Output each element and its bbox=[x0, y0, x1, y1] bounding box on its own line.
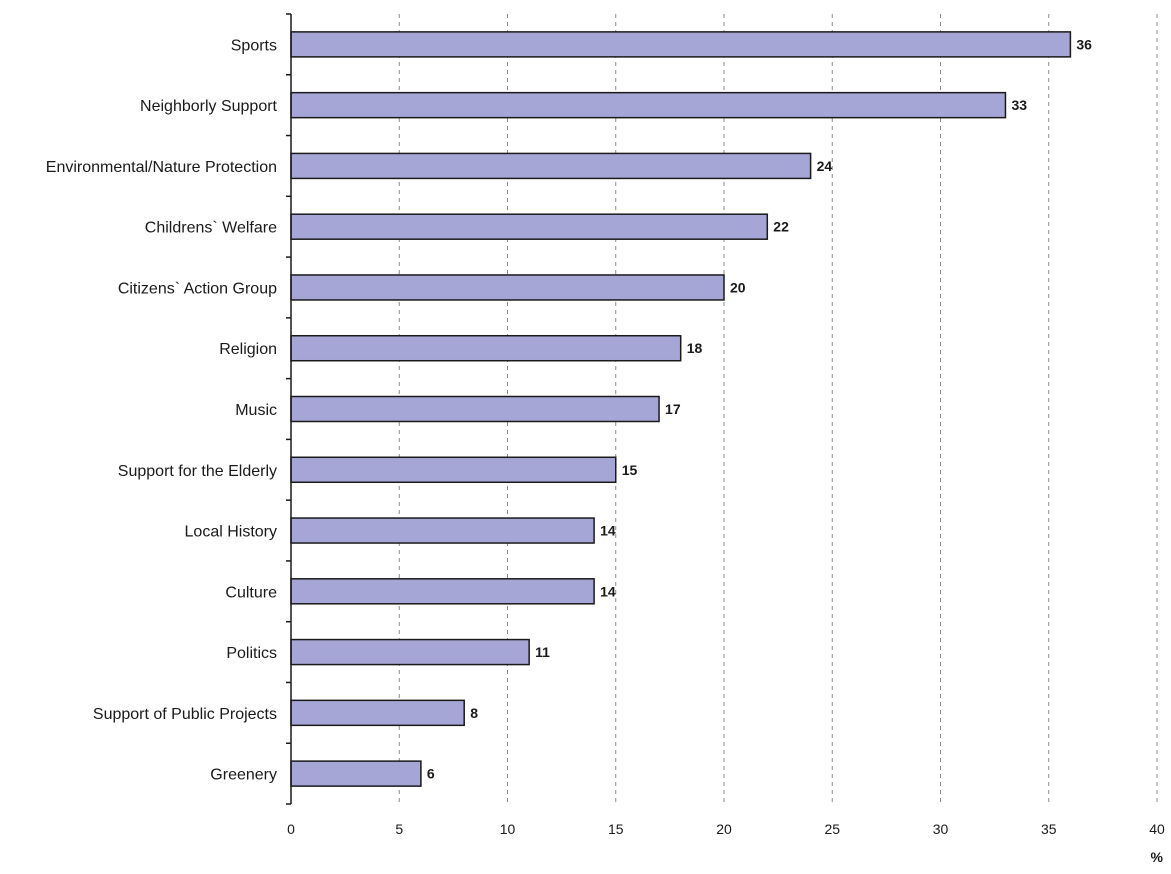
category-labels: Sports Neighborly Support Environmental/Na… bbox=[46, 37, 278, 783]
data-label-12: 6 bbox=[427, 766, 435, 782]
bar-6 bbox=[290, 395, 660, 423]
data-label-5: 18 bbox=[687, 340, 703, 356]
x-tick-label-10: 10 bbox=[500, 821, 516, 837]
category-label-6: Music bbox=[235, 402, 277, 419]
category-label-12: Greenery bbox=[210, 767, 277, 784]
category-label-9: Culture bbox=[225, 584, 277, 601]
category-label-8: Local History bbox=[185, 524, 277, 541]
bar-10 bbox=[290, 638, 530, 666]
bar-11 bbox=[290, 699, 465, 727]
bar-3 bbox=[290, 213, 769, 240]
data-label-1: 33 bbox=[1011, 97, 1027, 113]
axes: 0 5 10 15 20 25 30 35 40 bbox=[286, 13, 1165, 837]
bar-4 bbox=[290, 274, 725, 301]
bars bbox=[290, 31, 1072, 787]
data-label-3: 22 bbox=[773, 219, 789, 235]
x-tick-label-35: 35 bbox=[1041, 821, 1057, 837]
bar-2 bbox=[290, 152, 812, 180]
data-labels: 36 33 24 22 20 18 17 15 14 14 11 8 6 bbox=[427, 36, 1092, 781]
data-label-4: 20 bbox=[730, 279, 746, 295]
x-tick-label-30: 30 bbox=[933, 821, 949, 837]
bar-0 bbox=[290, 31, 1072, 58]
data-label-10: 11 bbox=[535, 644, 550, 660]
data-label-6: 17 bbox=[665, 401, 681, 417]
category-label-1: Neighborly Support bbox=[140, 98, 278, 115]
data-label-7: 15 bbox=[622, 462, 638, 478]
data-label-0: 36 bbox=[1076, 36, 1092, 52]
x-tick-label-5: 5 bbox=[395, 821, 403, 837]
category-label-11: Support of Public Projects bbox=[93, 706, 277, 723]
bar-5 bbox=[290, 334, 682, 362]
bar-8 bbox=[290, 517, 595, 544]
category-label-2: Environmental/Nature Protection bbox=[46, 159, 277, 176]
bar-1 bbox=[290, 91, 1007, 119]
category-label-0: Sports bbox=[231, 37, 277, 54]
x-axis-unit-label: % bbox=[1151, 849, 1164, 865]
x-tick-label-0: 0 bbox=[287, 821, 295, 837]
bar-7 bbox=[290, 456, 617, 484]
data-label-2: 24 bbox=[817, 158, 833, 174]
category-label-5: Religion bbox=[219, 341, 277, 358]
bar-12 bbox=[290, 760, 422, 787]
category-label-10: Politics bbox=[226, 645, 277, 662]
data-label-8: 14 bbox=[600, 523, 616, 539]
x-tick-label-25: 25 bbox=[824, 821, 840, 837]
category-label-7: Support for the Elderly bbox=[118, 463, 277, 480]
data-label-9: 14 bbox=[600, 583, 616, 599]
data-label-11: 8 bbox=[470, 705, 478, 721]
x-tick-label-20: 20 bbox=[716, 821, 732, 837]
bar-9 bbox=[290, 578, 595, 605]
x-tick-label-40: 40 bbox=[1149, 821, 1165, 837]
x-tick-label-15: 15 bbox=[608, 821, 624, 837]
category-label-4: Citizens` Action Group bbox=[118, 280, 277, 297]
category-label-3: Childrens` Welfare bbox=[145, 220, 277, 237]
